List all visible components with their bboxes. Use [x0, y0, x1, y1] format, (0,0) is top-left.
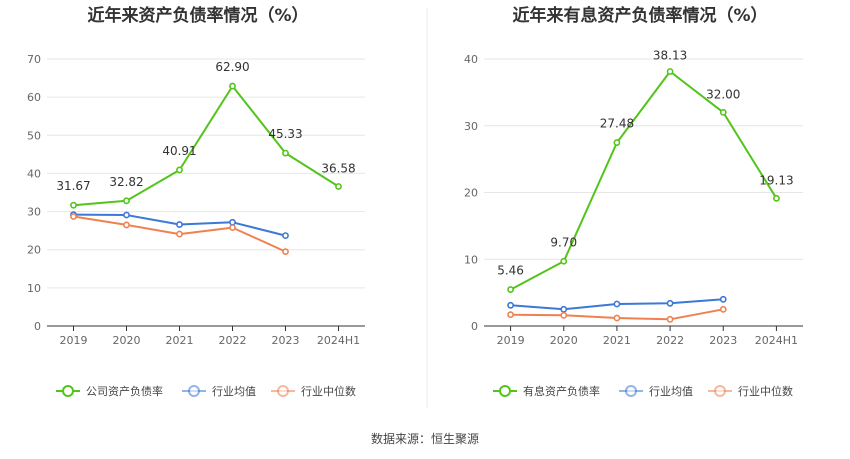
- legend-label: 行业均值: [212, 385, 256, 398]
- y-tick-label: 70: [27, 53, 41, 66]
- legend-marker: [277, 385, 289, 397]
- data-point-company: [70, 201, 77, 209]
- chart-panel-debt-ratio: 近年来资产负债率情况（%） 0 10 20 30 40 50 60 70 2019 2020 202…: [27, 5, 365, 398]
- legend-label: 行业中位数: [738, 384, 793, 398]
- data-point-company: [773, 194, 780, 202]
- data-point-industry_avg: [719, 295, 727, 303]
- data-point-industry_median: [176, 230, 183, 238]
- legend-label: 行业中位数: [301, 384, 356, 398]
- data-point-company: [507, 286, 514, 293]
- data-label: 27.48: [600, 117, 634, 131]
- x-tick-label: 2024H1: [317, 334, 360, 347]
- legend-marker: [714, 385, 726, 397]
- data-point-industry_avg: [666, 299, 674, 307]
- data-point-industry_avg: [176, 221, 183, 228]
- y-tick-label: 30: [27, 206, 41, 219]
- y-tick-label: 60: [27, 91, 41, 104]
- chart-title: 近年来资产负债率情况（%）: [87, 5, 308, 26]
- x-tick-label: 2021: [166, 334, 194, 347]
- legend-item-company: 公司资产负债率: [56, 384, 163, 398]
- data-label: 32.82: [109, 175, 143, 189]
- data-label: 36.58: [321, 161, 355, 175]
- data-point-industry_median: [507, 311, 514, 319]
- y-tick-label: 50: [27, 129, 41, 142]
- x-tick-label: 2019: [497, 334, 525, 347]
- data-point-industry_median: [719, 305, 727, 313]
- legend-item-industry_avg: 行业均值: [182, 385, 256, 398]
- data-point-company: [123, 197, 130, 205]
- x-tick-label: 2019: [60, 334, 88, 347]
- y-tick-label: 20: [464, 187, 478, 200]
- data-point-industry_avg: [229, 218, 236, 226]
- x-tick-label: 2020: [113, 334, 141, 347]
- data-source-footer: 数据来源：恒生聚源: [371, 431, 479, 446]
- data-point-company: [229, 82, 236, 90]
- data-label: 40.91: [162, 144, 196, 158]
- x-tick-label: 2023: [272, 334, 300, 347]
- data-label: 62.90: [215, 60, 249, 74]
- x-tick-label: 2022: [656, 334, 684, 347]
- data-label: 31.67: [56, 179, 90, 193]
- y-tick-label: 40: [464, 53, 478, 66]
- chart-panel-interest-debt-ratio: 近年来有息资产负债率情况（%） 0 10 20 30 40 2019 2020 2021 202…: [464, 5, 803, 398]
- data-point-company: [666, 68, 674, 75]
- data-point-company: [335, 183, 342, 190]
- legend-marker: [499, 385, 511, 397]
- data-point-industry_median: [123, 221, 130, 229]
- chart-title: 近年来有息资产负债率情况（%）: [512, 5, 767, 26]
- data-point-industry_median: [613, 314, 621, 322]
- x-tick-label: 2021: [603, 334, 631, 347]
- x-tick-label: 2024H1: [755, 334, 798, 347]
- y-tick-label: 0: [471, 320, 478, 333]
- data-point-industry_avg: [282, 232, 289, 240]
- legend-marker: [62, 385, 74, 397]
- data-point-industry_avg: [507, 301, 514, 309]
- legend-item-industry_avg: 行业均值: [619, 385, 693, 398]
- y-tick-label: 40: [27, 167, 41, 180]
- x-tick-label: 2022: [219, 334, 247, 347]
- data-label: 38.13: [653, 48, 687, 62]
- data-point-company: [282, 149, 289, 157]
- data-point-industry_median: [282, 248, 289, 256]
- data-label: 9.70: [550, 235, 577, 249]
- legend-marker: [188, 385, 200, 397]
- data-label: 5.46: [497, 264, 524, 278]
- data-point-company: [176, 166, 183, 174]
- data-label: 32.00: [706, 87, 740, 101]
- series-line-company: [510, 70, 778, 291]
- data-point-industry_median: [666, 315, 674, 323]
- data-point-industry_median: [70, 213, 77, 220]
- y-tick-label: 10: [27, 282, 41, 295]
- legend-marker: [625, 385, 637, 397]
- data-point-company: [719, 109, 727, 116]
- x-tick-label: 2020: [550, 334, 578, 347]
- data-label: 45.33: [268, 127, 302, 141]
- legend-item-industry_median: 行业中位数: [708, 384, 793, 398]
- legend-label: 有息资产负债率: [523, 384, 600, 398]
- legend-label: 公司资产负债率: [86, 384, 163, 398]
- data-point-industry_median: [229, 224, 236, 231]
- data-label: 19.13: [759, 173, 793, 187]
- y-tick-label: 30: [464, 120, 478, 133]
- y-tick-label: 0: [34, 320, 41, 333]
- data-point-industry_median: [560, 311, 568, 319]
- legend-item-company: 有息资产负债率: [493, 384, 600, 398]
- data-point-industry_avg: [560, 305, 568, 313]
- data-point-company: [560, 257, 568, 265]
- legend-item-industry_median: 行业中位数: [271, 384, 356, 398]
- series-line-company: [73, 85, 340, 207]
- legend-label: 行业均值: [649, 385, 693, 398]
- data-point-company: [613, 139, 621, 146]
- data-point-industry_avg: [123, 211, 130, 219]
- y-tick-label: 20: [27, 244, 41, 257]
- x-tick-label: 2023: [709, 334, 737, 347]
- y-tick-label: 10: [464, 253, 478, 266]
- data-point-industry_avg: [613, 300, 621, 308]
